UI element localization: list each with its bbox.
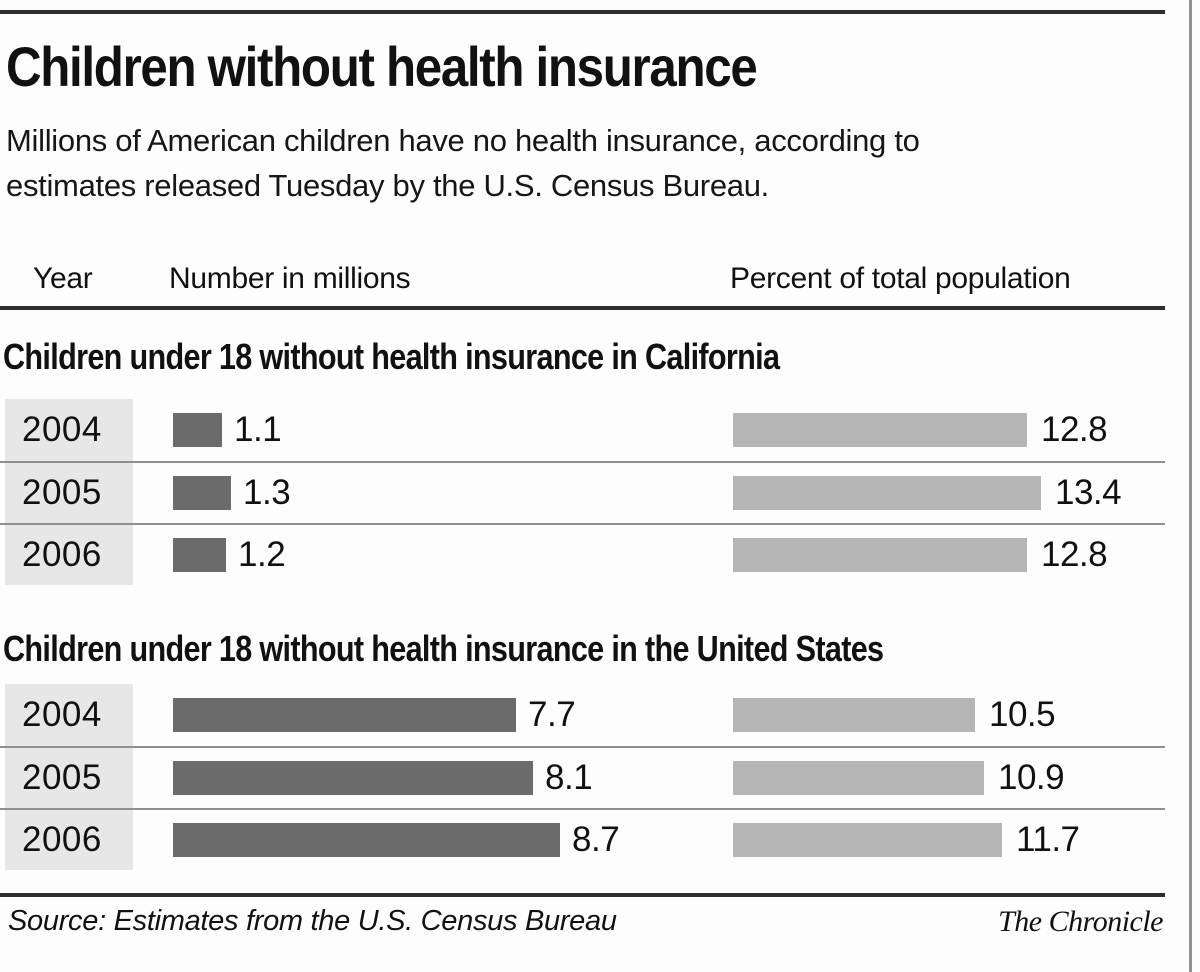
number-bar [173, 823, 560, 857]
number-bar-group: 8.1 [173, 748, 593, 808]
table-row: 2004 7.7 10.5 [0, 684, 1165, 746]
california-table: 2004 1.1 12.8 2005 1.3 13.4 2006 [0, 399, 1165, 585]
percent-bar-group: 13.4 [733, 463, 1122, 523]
table-row: 2005 1.3 13.4 [0, 461, 1165, 523]
year-cell: 2006 [5, 810, 133, 870]
year-label: 2005 [22, 758, 102, 797]
subtitle-line-2: estimates released Tuesday by the U.S. C… [6, 168, 769, 203]
number-value: 8.1 [545, 758, 593, 797]
percent-value: 10.5 [989, 695, 1056, 734]
publisher-credit: The Chronicle [998, 905, 1163, 938]
number-bar-group: 1.3 [173, 463, 291, 523]
number-bar [173, 413, 222, 447]
column-header-number: Number in millions [169, 262, 411, 295]
number-bar [173, 538, 226, 572]
source-credit: Source: Estimates from the U.S. Census B… [8, 905, 617, 937]
percent-bar-group: 12.8 [733, 399, 1108, 461]
percent-value: 13.4 [1055, 473, 1122, 512]
percent-value: 12.8 [1041, 535, 1108, 574]
number-bar-group: 1.2 [173, 525, 286, 585]
column-header-year: Year [33, 262, 93, 295]
percent-bar-group: 10.5 [733, 684, 1056, 746]
year-label: 2004 [22, 410, 102, 449]
percent-bar-group: 12.8 [733, 525, 1108, 585]
year-label: 2004 [22, 695, 102, 734]
year-label: 2006 [22, 820, 102, 859]
year-cell: 2005 [5, 463, 133, 523]
number-bar-group: 7.7 [173, 684, 576, 746]
percent-bar [733, 823, 1002, 857]
number-value: 8.7 [572, 820, 620, 859]
percent-value: 12.8 [1041, 410, 1108, 449]
percent-bar [733, 476, 1041, 510]
number-bar [173, 698, 516, 732]
column-header-percent: Percent of total population [730, 262, 1071, 295]
percent-bar [733, 538, 1027, 572]
subtitle-line-1: Millions of American children have no he… [6, 123, 920, 158]
number-bar [173, 476, 231, 510]
table-row: 2006 1.2 12.8 [0, 523, 1165, 585]
bottom-rule [0, 893, 1165, 897]
year-cell: 2004 [5, 684, 133, 746]
percent-value: 10.9 [998, 758, 1065, 797]
year-cell: 2006 [5, 525, 133, 585]
number-value: 1.3 [243, 473, 291, 512]
number-value: 1.1 [234, 410, 282, 449]
header-rule [0, 306, 1165, 310]
page-title: Children without health insurance [6, 35, 758, 98]
number-bar [173, 761, 533, 795]
percent-bar [733, 698, 975, 732]
right-border-rule [1189, 0, 1192, 972]
section-heading-california: Children under 18 without health insuran… [3, 336, 780, 377]
number-bar-group: 8.7 [173, 810, 620, 870]
united-states-table: 2004 7.7 10.5 2005 8.1 10.9 2006 [0, 684, 1165, 870]
percent-bar-group: 10.9 [733, 748, 1065, 808]
percent-bar [733, 761, 984, 795]
percent-bar-group: 11.7 [733, 810, 1080, 870]
number-value: 1.2 [238, 535, 286, 574]
year-label: 2006 [22, 535, 102, 574]
number-value: 7.7 [528, 695, 576, 734]
table-row: 2004 1.1 12.8 [0, 399, 1165, 461]
year-cell: 2004 [5, 399, 133, 461]
year-label: 2005 [22, 473, 102, 512]
percent-value: 11.7 [1016, 820, 1080, 859]
number-bar-group: 1.1 [173, 399, 282, 461]
subtitle: Millions of American children have no he… [6, 118, 920, 208]
year-cell: 2005 [5, 748, 133, 808]
table-row: 2006 8.7 11.7 [0, 808, 1165, 870]
percent-bar [733, 413, 1027, 447]
table-row: 2005 8.1 10.9 [0, 746, 1165, 808]
section-heading-united-states: Children under 18 without health insuran… [3, 628, 884, 669]
top-rule [0, 10, 1165, 14]
